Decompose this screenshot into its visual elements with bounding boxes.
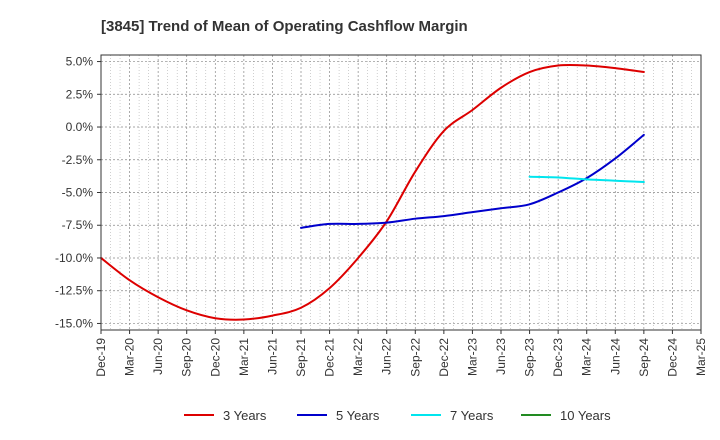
x-tick-label: Mar-25 — [694, 338, 708, 376]
y-tick-label: -2.5% — [62, 153, 94, 167]
x-tick-label: Mar-23 — [465, 338, 479, 376]
x-tick-label: Dec-24 — [665, 338, 679, 377]
x-axis-ticks: Dec-19 Mar-20 Jun-20 Sep-20 Dec-20 Mar-21 Jun-… — [94, 330, 708, 377]
y-tick-label: 2.5% — [66, 87, 94, 101]
x-tick-label: Jun-23 — [494, 338, 508, 375]
y-tick-label: -5.0% — [62, 186, 94, 200]
legend-label-3-years: 3 Years — [223, 408, 267, 423]
x-tick-label: Dec-20 — [208, 338, 222, 377]
x-tick-label: Dec-22 — [437, 338, 451, 377]
x-tick-label: Dec-23 — [551, 338, 565, 377]
legend-label-10-years: 10 Years — [560, 408, 611, 423]
legend-label-5-years: 5 Years — [336, 408, 380, 423]
x-tick-label: Dec-21 — [323, 338, 337, 377]
series-line-3-years — [100, 63, 645, 321]
x-tick-label: Jun-22 — [380, 338, 394, 375]
y-tick-label: -12.5% — [55, 284, 93, 298]
chart-title: [3845] Trend of Mean of Operating Cashfl… — [101, 18, 468, 35]
legend: 3 Years 5 Years 7 Years 10 Years — [184, 408, 611, 423]
series-line-5-years — [300, 133, 645, 229]
x-tick-label: Sep-21 — [294, 338, 308, 377]
y-axis-ticks: 5.0% 2.5% 0.0% -2.5% -5.0% -7.5% -10.0% -12.5% -… — [55, 55, 101, 330]
x-tick-label: Sep-23 — [523, 338, 537, 377]
x-tick-label: Mar-24 — [580, 338, 594, 376]
y-tick-label: -7.5% — [62, 218, 94, 232]
x-tick-label: Mar-21 — [237, 338, 251, 376]
x-tick-label: Jun-20 — [151, 338, 165, 375]
legend-label-7-years: 7 Years — [450, 408, 494, 423]
x-tick-label: Sep-22 — [408, 338, 422, 377]
y-tick-label: 5.0% — [66, 55, 94, 69]
x-tick-label: Sep-20 — [180, 338, 194, 377]
x-tick-label: Jun-21 — [265, 338, 279, 375]
x-tick-label: Sep-24 — [637, 338, 651, 377]
y-tick-label: 0.0% — [66, 120, 94, 134]
x-tick-label: Mar-22 — [351, 338, 365, 376]
series-line-7-years — [528, 175, 645, 184]
y-tick-label: -15.0% — [55, 316, 93, 330]
y-tick-label: -10.0% — [55, 251, 93, 265]
x-tick-label: Jun-24 — [608, 338, 622, 375]
x-tick-label: Dec-19 — [94, 338, 108, 377]
x-tick-label: Mar-20 — [123, 338, 137, 376]
series-lines — [100, 63, 645, 321]
